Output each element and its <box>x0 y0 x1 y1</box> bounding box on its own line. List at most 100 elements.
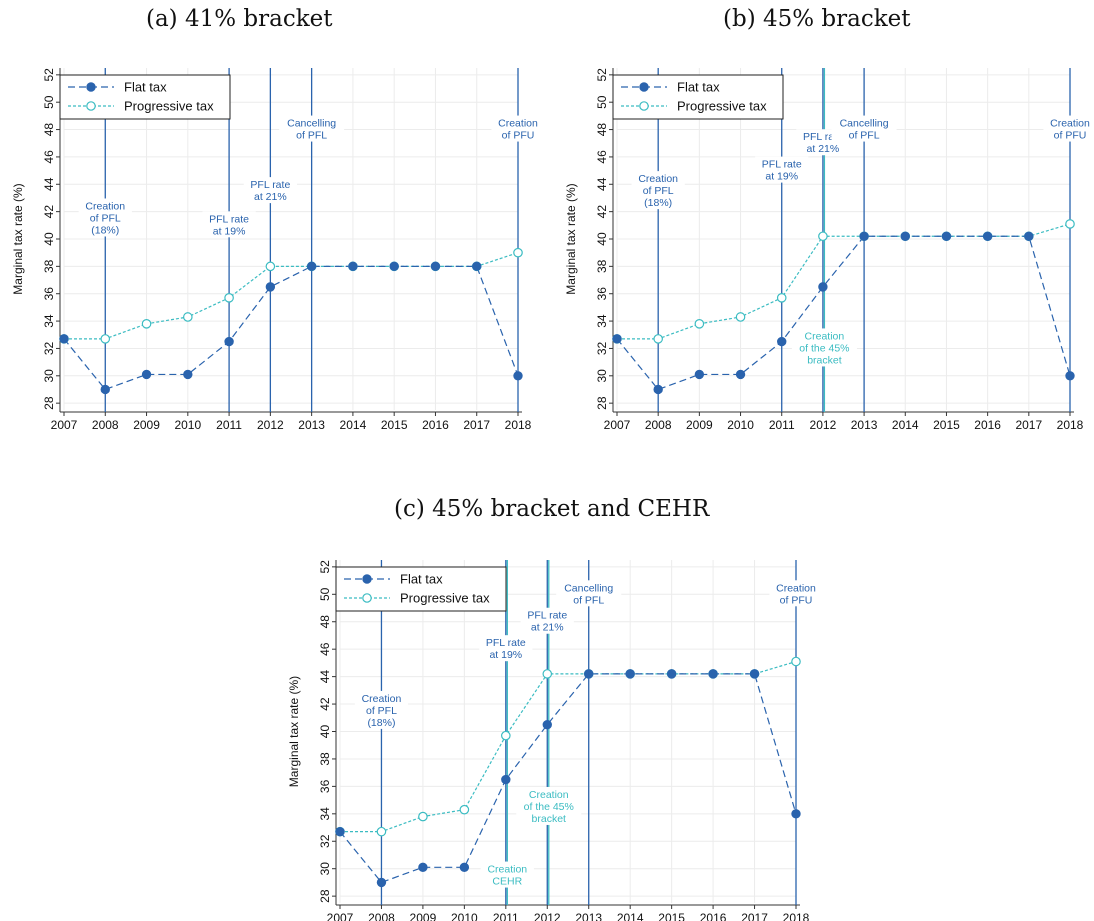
point-progressive <box>1065 219 1075 229</box>
y-tick-label: 40 <box>42 232 56 246</box>
y-axis-label: Marginal tax rate (%) <box>11 183 25 294</box>
event-label-line: PFL rate <box>486 637 526 649</box>
y-tick-label: 48 <box>42 123 56 137</box>
x-tick-label: 2017 <box>463 418 490 432</box>
point-progressive <box>501 730 511 741</box>
legend-marker-progressive <box>86 101 96 111</box>
event-label-line: PFL rate <box>762 159 802 171</box>
legend-marker-progressive <box>639 101 649 111</box>
event-label-line: of PFL <box>573 594 604 606</box>
series-line-progressive <box>64 252 519 340</box>
point-flat <box>501 774 511 785</box>
x-tick-label: 2015 <box>658 911 685 921</box>
event-label-bg <box>202 211 256 238</box>
event-label-line: Creation <box>85 200 125 212</box>
y-tick-label: 38 <box>595 259 609 273</box>
y-tick-label: 32 <box>42 341 56 355</box>
point-flat <box>653 384 663 395</box>
y-tick-label: 28 <box>318 889 332 903</box>
y-tick-label: 50 <box>595 95 609 109</box>
x-tick-label: 2012 <box>534 911 561 921</box>
x-tick-label: 2007 <box>604 418 631 432</box>
point-progressive <box>224 293 234 303</box>
x-tick-label: 2009 <box>410 911 437 921</box>
x-tick-label: 2014 <box>340 418 367 432</box>
event-label-line: Creation <box>805 330 845 342</box>
legend-box <box>612 74 784 120</box>
x-tick-label: 2018 <box>505 418 532 432</box>
x-tick-label: 2011 <box>769 418 795 432</box>
y-tick-label: 44 <box>595 177 609 191</box>
point-flat <box>265 282 276 292</box>
event-label-bg <box>491 115 545 142</box>
point-flat <box>418 862 428 873</box>
event-label-line: at 19% <box>765 171 798 183</box>
x-tick-label: 2009 <box>686 418 713 432</box>
x-tick-label: 2014 <box>617 911 644 921</box>
x-tick-label: 2011 <box>493 911 519 921</box>
y-tick-label: 38 <box>42 259 56 273</box>
event-label-line: of the 45% <box>799 342 849 354</box>
y-tick-label: 28 <box>595 396 609 410</box>
event-label-bg <box>480 861 534 888</box>
point-flat <box>430 261 441 272</box>
y-tick-label: 40 <box>318 725 332 739</box>
point-progressive <box>418 811 428 822</box>
event-label-line: at 19% <box>213 225 246 237</box>
x-tick-label: 2014 <box>892 418 919 432</box>
x-tick-label: 2016 <box>700 911 727 921</box>
chart-panel-0: 28 30 32 34 36 38 40 42 44 46 48 50 52 2007 2008 2009 20… <box>11 68 545 432</box>
point-flat <box>749 669 760 679</box>
x-tick-label: 2007 <box>51 418 78 432</box>
y-tick-label: 52 <box>318 560 332 574</box>
y-tick-label: 34 <box>595 314 609 328</box>
series-line-flat <box>339 673 797 884</box>
event-label-bg <box>631 171 685 210</box>
event-label-bg <box>755 156 809 183</box>
point-flat <box>335 826 345 837</box>
event-label-line: of PFL <box>90 212 121 224</box>
y-tick-label: 34 <box>318 807 332 821</box>
chart-panel-1: 28 30 32 34 36 38 40 42 44 46 48 50 52 2007 2008 2009 20… <box>564 68 1094 432</box>
legend-label-flat: Flat tax <box>677 80 720 95</box>
point-progressive <box>791 656 801 667</box>
event-label-line: of PFU <box>1054 130 1087 142</box>
y-tick-label: 52 <box>595 68 609 82</box>
point-flat <box>100 384 110 395</box>
y-tick-label: 52 <box>42 68 56 82</box>
event-label-line: Creation <box>1050 118 1090 130</box>
event-label-line: Creation <box>362 693 402 705</box>
x-tick-label: 2018 <box>1057 418 1084 432</box>
legend-marker-flat <box>639 82 649 92</box>
legend-label-flat: Flat tax <box>400 572 443 587</box>
x-tick-label: 2008 <box>645 418 672 432</box>
y-tick-label: 48 <box>318 615 332 629</box>
y-axis-label: Marginal tax rate (%) <box>564 183 578 294</box>
event-label-line: of the 45% <box>524 801 574 813</box>
x-tick-label: 2010 <box>174 418 201 432</box>
point-flat <box>666 669 677 679</box>
legend-marker-flat <box>86 82 96 92</box>
y-tick-label: 46 <box>318 642 332 656</box>
y-tick-label: 42 <box>595 205 609 219</box>
event-label-bg <box>556 580 622 607</box>
event-label-bg <box>791 328 857 367</box>
event-label-line: Creation <box>529 789 569 801</box>
y-tick-label: 30 <box>42 369 56 383</box>
point-progressive <box>141 319 152 329</box>
event-label-bg <box>516 786 582 825</box>
panel-c-title: (c) 45% bracket and CEHR <box>394 496 710 522</box>
point-flat <box>348 261 358 272</box>
event-label-line: CEHR <box>492 876 522 888</box>
point-progressive <box>694 319 705 329</box>
point-flat <box>694 369 705 380</box>
y-tick-label: 36 <box>595 287 609 301</box>
chart-panel-2: 28 30 32 34 36 38 40 42 44 46 48 50 52 2007 2008 2009 20… <box>287 560 823 921</box>
event-label-line: Creation <box>487 864 527 876</box>
point-progressive <box>265 261 276 272</box>
event-label-bg <box>831 115 897 142</box>
point-progressive <box>376 826 387 837</box>
y-tick-label: 46 <box>595 150 609 164</box>
legend-marker-progressive <box>362 593 372 603</box>
